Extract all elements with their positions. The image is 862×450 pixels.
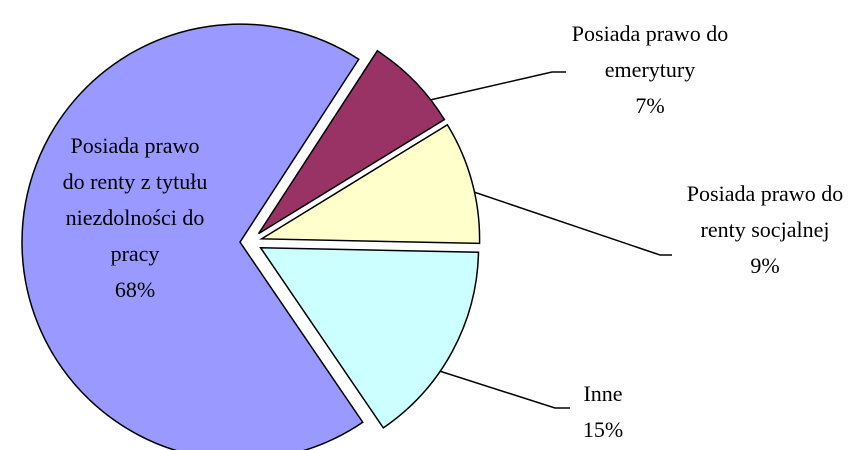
leader-lines [429,71,672,409]
value-label: 15% [582,417,624,442]
pie-slice [21,23,364,450]
category-label: Posiada prawo do renty z tytułu niezdoln… [62,133,208,266]
pie-slice [259,123,481,245]
slice-label: Posiada prawo do renty z tytułu niezdoln… [60,128,210,308]
category-label: Posiada prawo do emerytury [571,21,729,82]
slice-label: Posiada prawo do emerytury 7% [560,16,740,124]
leader-line [429,71,566,101]
leader-line [467,189,672,256]
category-label: Posiada prawo do renty socjalnej [686,181,844,242]
value-label: 68% [114,277,156,302]
slice-label: Posiada prawo do renty socjalnej 9% [685,176,845,284]
pie-slice [259,246,480,429]
slice-label: Inne 15% [543,376,663,448]
pie-slice [257,49,446,235]
category-label: Inne [583,381,623,406]
value-label: 9% [750,253,780,278]
value-label: 7% [635,93,665,118]
leader-line [429,367,570,409]
